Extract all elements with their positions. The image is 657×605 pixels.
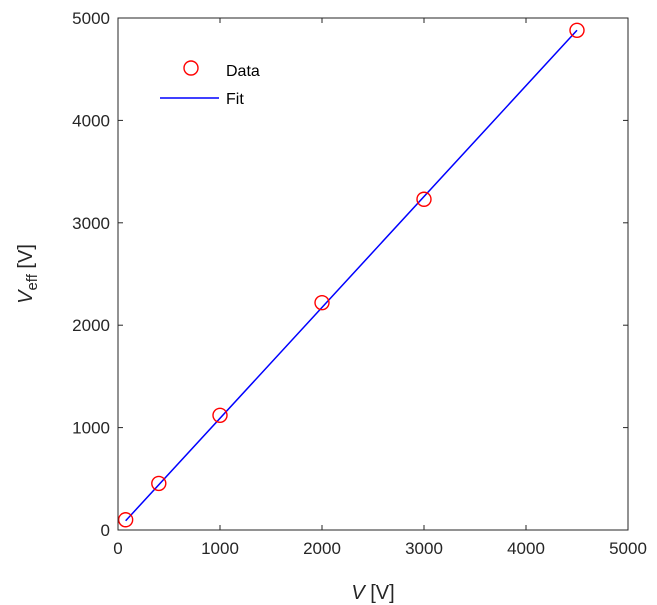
legend-data-marker — [183, 60, 199, 76]
x-axis-label: V [V] — [351, 582, 394, 604]
y-tick-label: 2000 — [72, 316, 110, 335]
plot-area — [118, 18, 628, 530]
y-tick-label: 3000 — [72, 214, 110, 233]
data-point — [314, 294, 330, 311]
data-point — [416, 191, 432, 207]
y-tick-label: 0 — [101, 521, 110, 540]
y-tick-label: 5000 — [72, 9, 110, 28]
legend-fit-label: Fit — [226, 91, 244, 108]
tick-layer: 0 1000 2000 3000 4000 5000 0 1000 2000 3000 4000 50… — [72, 9, 647, 558]
y-tick-label: 1000 — [72, 419, 110, 438]
data-point — [212, 407, 228, 424]
legend-data-label: Data — [226, 63, 260, 80]
x-tick-label: 0 — [113, 539, 122, 558]
fit-line — [125, 29, 578, 522]
data-point — [117, 512, 134, 528]
x-tick-label: 1000 — [201, 539, 239, 558]
x-tick-label: 5000 — [609, 539, 647, 558]
marker-layer — [117, 22, 585, 528]
x-tick-label: 4000 — [507, 539, 545, 558]
data-point — [151, 475, 167, 492]
y-tick-label: 4000 — [72, 111, 110, 130]
x-tick-label: 2000 — [303, 539, 341, 558]
y-axis-label: Veff [V] — [15, 244, 41, 304]
legend: Data Fit — [160, 60, 260, 108]
axes-box — [117, 17, 629, 531]
data-point — [569, 22, 585, 38]
x-tick-label: 3000 — [405, 539, 443, 558]
fit-layer — [125, 29, 578, 522]
